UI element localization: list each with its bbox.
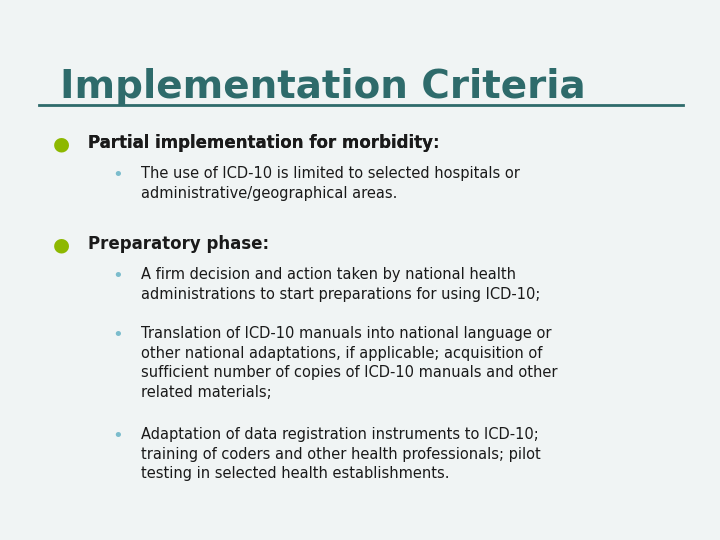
Text: Implementation Criteria: Implementation Criteria [60, 68, 586, 106]
Text: Partial implementation for morbidity: Partial implementation for morbidity [88, 134, 433, 152]
Text: Partial implementation for morbidity:: Partial implementation for morbidity: [88, 134, 440, 152]
Text: ●: ● [53, 134, 70, 153]
Text: •: • [112, 166, 123, 184]
Text: Preparatory phase:: Preparatory phase: [88, 235, 269, 253]
Text: •: • [112, 326, 123, 344]
Text: Translation of ICD‑10 manuals into national language or
other national adaptatio: Translation of ICD‑10 manuals into natio… [140, 326, 557, 400]
Text: •: • [112, 267, 123, 285]
Text: •: • [112, 427, 123, 445]
Text: Adaptation of data registration instruments to ICD‑10;
training of coders and ot: Adaptation of data registration instrume… [140, 427, 540, 482]
Text: The use of ICD‑10 is limited to selected hospitals or
administrative/geographica: The use of ICD‑10 is limited to selected… [140, 166, 519, 201]
Text: A firm decision and action taken by national health
administrations to start pre: A firm decision and action taken by nati… [140, 267, 540, 302]
Text: ●: ● [53, 235, 70, 254]
